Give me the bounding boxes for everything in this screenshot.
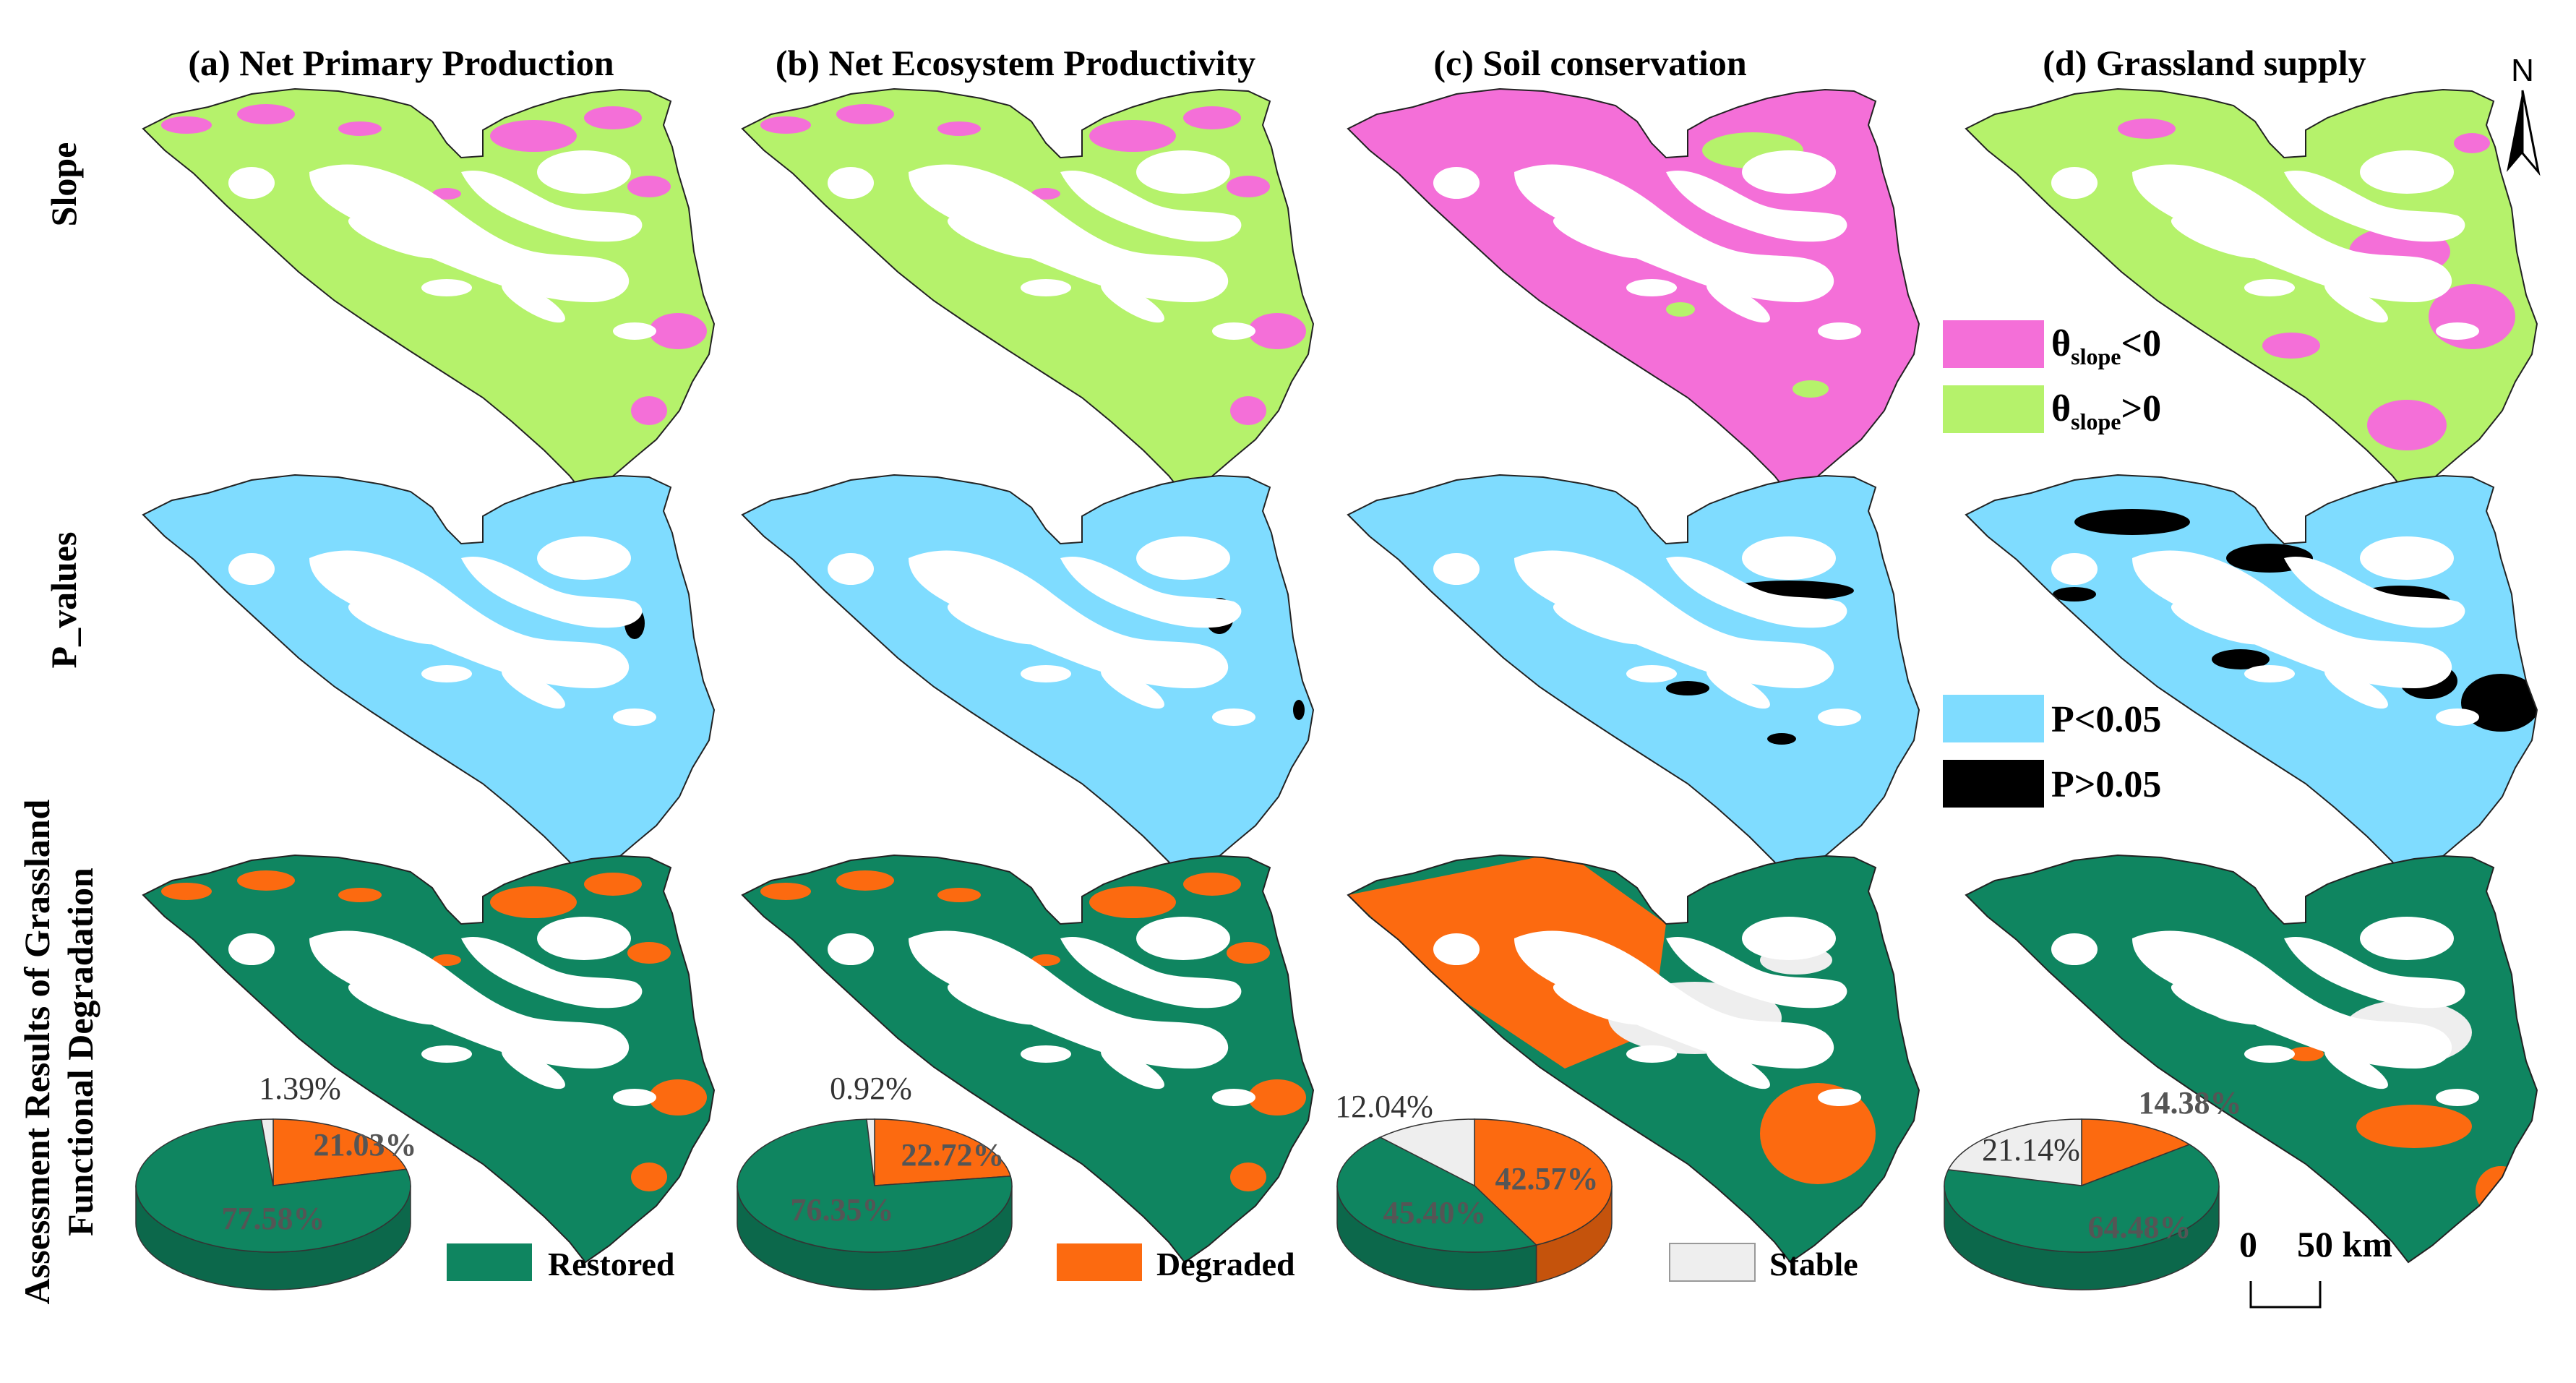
column-title-b: (b) Net Ecosystem Productivity <box>776 43 1255 83</box>
scale-bar: 0 50 km <box>2239 1224 2392 1309</box>
slope-legend-swatch-neg <box>1943 320 2044 368</box>
pie-label-stable: 21.14% <box>1982 1132 2080 1168</box>
map-slope-c <box>1347 88 1920 497</box>
row-label-assessment-2: Functional Degradation <box>60 868 100 1236</box>
pvalue-legend-swatch-sig <box>1943 695 2044 742</box>
pie-label-degraded: 14.38% <box>2139 1085 2242 1121</box>
pie-slice-stable <box>1378 1118 1475 1187</box>
pie-slice-restored <box>1944 1144 2220 1253</box>
slope-legend-theta-pos: θ <box>2051 388 2071 429</box>
pie-slice-restored <box>1336 1136 1538 1253</box>
column-title-a: (a) Net Primary Production <box>188 43 614 83</box>
north-arrow: N <box>2507 53 2541 176</box>
map-slope-a <box>142 88 715 497</box>
class-legend-swatch-restored <box>447 1243 532 1281</box>
column-title-c: (c) Soil conservation <box>1433 43 1746 83</box>
pie-label-stable: 0.92% <box>830 1071 912 1106</box>
slope-legend-rel-neg: <0 <box>2121 323 2162 364</box>
pie-label-degraded: 22.72% <box>901 1137 1005 1173</box>
class-legend-label-restored: Restored <box>548 1246 675 1283</box>
scale-bar-distance: 50 km <box>2297 1224 2392 1264</box>
map-assessment-c <box>1347 855 1920 1263</box>
pvalue-legend-label-nonsig: P>0.05 <box>2051 764 2161 805</box>
pie-c: 45.40%42.57% 12.04% <box>1335 1089 1613 1290</box>
map-pvalues-c <box>1347 474 1920 883</box>
pvalue-legend-label-sig: P<0.05 <box>2051 699 2161 740</box>
pie-label-restored: 45.40% <box>1383 1195 1487 1230</box>
pvalue-legend: P<0.05 P>0.05 <box>1943 695 2161 808</box>
pie-label-degraded: 42.57% <box>1495 1161 1599 1196</box>
pie-charts: 77.58% 21.03% 1.39% 76.35%22.72% 0.92% 45.40%… <box>135 1071 2242 1290</box>
pie-label-restored: 64.48% <box>2088 1209 2191 1245</box>
pvalue-legend-swatch-nonsig <box>1943 760 2044 808</box>
svg-text:θslope>0: θslope>0 <box>2051 388 2161 434</box>
slope-legend-swatch-pos <box>1943 385 2044 433</box>
pie-slice-degraded <box>1474 1118 1613 1246</box>
pie-slice-degraded <box>272 1118 408 1186</box>
north-arrow-label: N <box>2511 53 2534 88</box>
column-title-d: (d) Grassland supply <box>2043 43 2366 83</box>
class-legend-label-stable: Stable <box>1769 1246 1858 1283</box>
pie-slice-degraded <box>2081 1118 2191 1187</box>
class-legend-swatch-stable <box>1669 1243 1756 1282</box>
class-legend-swatch-degraded <box>1057 1243 1142 1281</box>
pie-a: 77.58% 21.03% 1.39% <box>135 1071 417 1290</box>
row-label-slope: Slope <box>43 142 84 227</box>
svg-text:θslope<0: θslope<0 <box>2051 323 2161 369</box>
pie-label-restored: 77.58% <box>222 1201 325 1236</box>
pie-slice-restored <box>135 1118 411 1253</box>
pie-slice-restored <box>737 1118 1013 1253</box>
map-pvalues-b <box>742 474 1314 883</box>
map-slope-b <box>742 88 1314 497</box>
pie-d: 64.48% 14.38% 21.14% <box>1944 1085 2242 1290</box>
pie-b: 76.35%22.72% 0.92% <box>737 1071 1013 1290</box>
pie-slice-stable <box>260 1118 274 1186</box>
pie-slice-degraded <box>874 1118 1012 1186</box>
row-label-pvalues: P_values <box>43 532 84 669</box>
map-pvalues-d <box>1965 474 2538 883</box>
row-label-assessment-1: Assessment Results of Grassland <box>17 799 57 1304</box>
map-slope-d <box>1965 88 2538 497</box>
class-legend-label-degraded: Degraded <box>1156 1246 1295 1283</box>
pie-label-stable: 12.04% <box>1335 1089 1433 1124</box>
pie-slice-stable <box>866 1118 875 1186</box>
scale-bar-zero: 0 <box>2239 1224 2257 1264</box>
slope-legend-sub-pos: slope <box>2071 408 2121 434</box>
pie-label-stable: 1.39% <box>259 1071 341 1106</box>
pie-label-restored: 76.35% <box>791 1192 894 1228</box>
map-pvalues-a <box>142 474 715 883</box>
slope-legend: θslope<0 θslope>0 <box>1943 320 2161 434</box>
slope-legend-rel-pos: >0 <box>2121 388 2162 429</box>
slope-legend-sub-neg: slope <box>2071 343 2121 369</box>
slope-legend-theta-neg: θ <box>2051 323 2071 364</box>
pie-label-degraded: 21.03% <box>314 1127 417 1163</box>
pie-slice-stable <box>1947 1118 2082 1186</box>
class-legend: Restored Degraded Stable <box>447 1243 1858 1283</box>
